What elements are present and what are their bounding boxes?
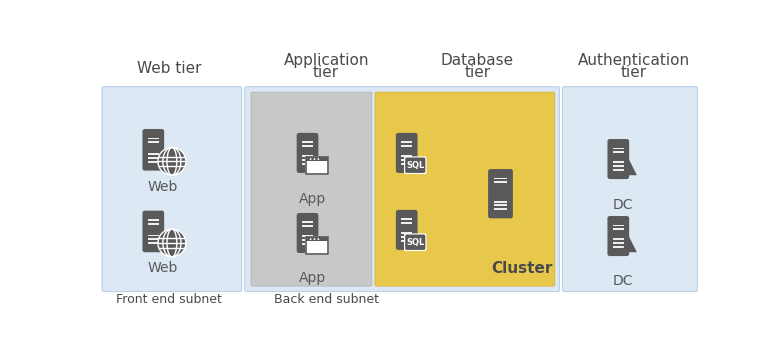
- Circle shape: [314, 238, 315, 240]
- Text: Back end subnet: Back end subnet: [274, 293, 378, 306]
- FancyBboxPatch shape: [608, 139, 629, 179]
- FancyBboxPatch shape: [396, 210, 417, 250]
- Bar: [306, 157, 328, 174]
- Bar: [302, 163, 313, 165]
- Bar: [494, 208, 508, 210]
- Circle shape: [317, 238, 319, 240]
- Bar: [494, 182, 508, 183]
- Polygon shape: [622, 237, 637, 252]
- Bar: [148, 223, 158, 225]
- Bar: [148, 153, 158, 155]
- Text: SQL: SQL: [406, 161, 424, 170]
- Text: Web: Web: [147, 261, 178, 276]
- Bar: [613, 242, 624, 244]
- FancyBboxPatch shape: [143, 211, 164, 252]
- Circle shape: [314, 158, 315, 160]
- Bar: [148, 157, 158, 159]
- Circle shape: [158, 229, 186, 257]
- Bar: [613, 246, 624, 248]
- Bar: [401, 145, 412, 147]
- Text: DC: DC: [613, 274, 633, 288]
- Bar: [148, 141, 158, 143]
- Bar: [302, 225, 313, 227]
- FancyBboxPatch shape: [404, 156, 427, 174]
- FancyBboxPatch shape: [245, 87, 559, 291]
- Bar: [401, 155, 412, 157]
- Bar: [148, 238, 158, 240]
- Bar: [305, 236, 329, 255]
- Bar: [302, 239, 313, 241]
- FancyBboxPatch shape: [562, 87, 697, 291]
- Bar: [613, 169, 624, 171]
- FancyBboxPatch shape: [396, 133, 417, 173]
- Bar: [302, 221, 313, 223]
- FancyBboxPatch shape: [488, 169, 513, 219]
- Bar: [302, 155, 313, 157]
- Bar: [148, 242, 158, 244]
- Bar: [302, 235, 313, 237]
- Bar: [401, 163, 412, 165]
- FancyBboxPatch shape: [608, 216, 629, 256]
- Circle shape: [310, 238, 311, 240]
- Text: Web tier: Web tier: [136, 61, 201, 76]
- FancyBboxPatch shape: [296, 133, 318, 173]
- Text: Database: Database: [441, 53, 514, 68]
- Bar: [494, 204, 508, 207]
- FancyBboxPatch shape: [296, 213, 318, 253]
- Bar: [401, 240, 412, 242]
- Text: tier: tier: [621, 65, 647, 80]
- Bar: [302, 243, 313, 245]
- Bar: [401, 222, 412, 224]
- Text: App: App: [300, 272, 327, 285]
- Bar: [306, 237, 328, 241]
- Bar: [305, 156, 329, 175]
- Bar: [613, 165, 624, 167]
- Text: tier: tier: [313, 65, 339, 80]
- Bar: [494, 201, 508, 203]
- Bar: [494, 178, 508, 179]
- FancyBboxPatch shape: [405, 234, 425, 250]
- Bar: [613, 228, 624, 230]
- Bar: [401, 219, 412, 220]
- FancyBboxPatch shape: [375, 92, 555, 286]
- Bar: [401, 236, 412, 238]
- Circle shape: [158, 147, 186, 175]
- Text: App: App: [300, 192, 327, 206]
- Bar: [613, 224, 624, 227]
- Text: Cluster: Cluster: [491, 261, 553, 276]
- Bar: [306, 157, 328, 162]
- Bar: [302, 141, 313, 143]
- Bar: [302, 159, 313, 161]
- Bar: [148, 138, 158, 139]
- Bar: [148, 160, 158, 163]
- FancyBboxPatch shape: [251, 92, 372, 286]
- Bar: [302, 145, 313, 147]
- Text: tier: tier: [464, 65, 491, 80]
- Bar: [401, 232, 412, 234]
- FancyBboxPatch shape: [405, 158, 425, 173]
- Circle shape: [310, 158, 311, 160]
- Text: Authentication: Authentication: [578, 53, 690, 68]
- Bar: [613, 147, 624, 150]
- Bar: [148, 234, 158, 236]
- Polygon shape: [622, 160, 637, 175]
- Text: SQL: SQL: [406, 238, 424, 247]
- Bar: [613, 162, 624, 163]
- Bar: [148, 219, 158, 221]
- FancyBboxPatch shape: [404, 233, 427, 251]
- Text: Application: Application: [283, 53, 369, 68]
- Circle shape: [317, 158, 319, 160]
- Text: DC: DC: [613, 198, 633, 212]
- Bar: [613, 238, 624, 240]
- Text: Web: Web: [147, 180, 178, 194]
- Bar: [401, 159, 412, 161]
- FancyBboxPatch shape: [102, 87, 242, 291]
- Bar: [401, 141, 412, 143]
- Text: Front end subnet: Front end subnet: [116, 293, 222, 306]
- Bar: [613, 151, 624, 153]
- Bar: [306, 237, 328, 254]
- FancyBboxPatch shape: [143, 129, 164, 171]
